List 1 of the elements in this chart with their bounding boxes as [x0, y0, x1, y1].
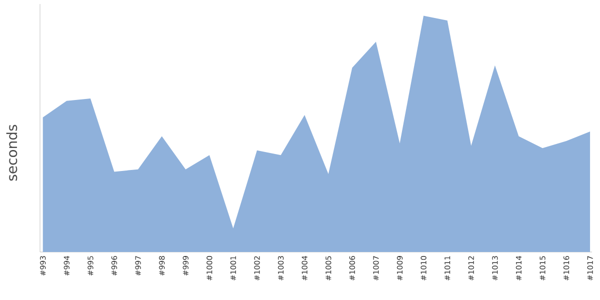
y-axis-title: seconds	[6, 124, 18, 181]
